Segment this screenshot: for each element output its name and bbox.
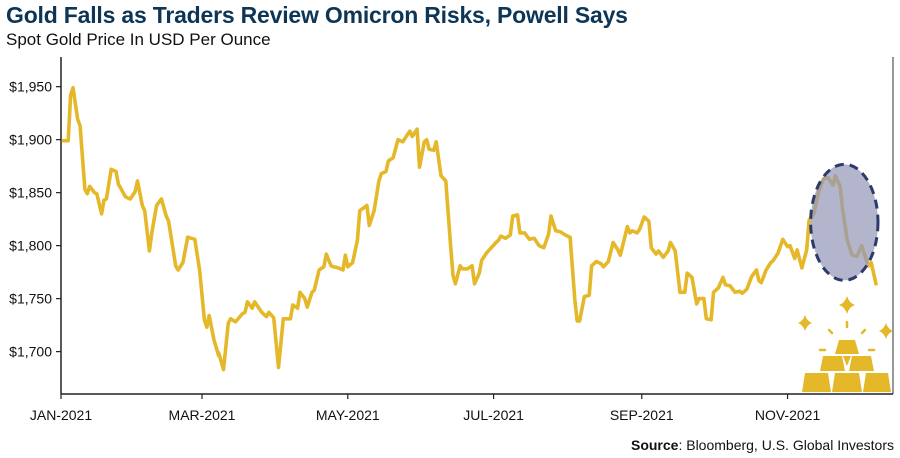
source-label: Source	[630, 437, 679, 453]
chart-subtitle: Spot Gold Price In USD Per Ounce	[6, 30, 271, 49]
highlight-ellipse	[809, 162, 880, 282]
gold-bar-bottom-right	[863, 373, 891, 392]
ray-icon	[860, 328, 867, 335]
x-tick-label: JUL-2021	[463, 407, 524, 423]
gold-bar-bottom-center	[832, 373, 862, 392]
gold-bar-top	[835, 340, 859, 354]
y-tick-label: $1,850	[9, 185, 52, 201]
gold-bars-icon	[798, 296, 893, 392]
y-axis: $1,700 $1,750 $1,800 $1,850 $1,900 $1,950	[9, 57, 62, 394]
sparkle-icon	[839, 296, 855, 314]
source-text: : Bloomberg, U.S. Global Investors	[678, 437, 894, 453]
ray-icon	[827, 328, 834, 335]
gold-bar-mid-center	[843, 356, 851, 366]
x-tick-label: NOV-2021	[755, 407, 821, 423]
x-tick-label: SEP-2021	[610, 407, 674, 423]
series-layer	[61, 85, 878, 372]
x-tick-label: MAY-2021	[316, 407, 380, 423]
x-tick-label: JAN-2021	[30, 407, 92, 423]
gold-bar-bottom-left	[802, 373, 831, 392]
x-tick-label: MAR-2021	[169, 407, 236, 423]
chart-title: Gold Falls as Traders Review Omicron Ris…	[6, 2, 628, 28]
source-note: Source: Bloomberg, U.S. Global Investors	[631, 437, 894, 453]
omicron-highlight	[809, 162, 880, 282]
y-tick-label: $1,950	[9, 79, 52, 95]
gold-bar-mid-left	[820, 356, 845, 371]
y-tick-label: $1,750	[9, 291, 52, 307]
x-axis: JAN-2021 MAR-2021 MAY-2021 JUL-2021 SEP-2021…	[30, 393, 893, 423]
series-line-gold-price	[61, 85, 878, 372]
gold-bar-mid-right	[849, 356, 874, 371]
y-tick-label: $1,900	[9, 132, 52, 148]
sparkle-icon	[879, 323, 893, 339]
sparkle-icon	[798, 315, 812, 331]
y-tick-label: $1,700	[9, 344, 52, 360]
y-tick-label: $1,800	[9, 238, 52, 254]
